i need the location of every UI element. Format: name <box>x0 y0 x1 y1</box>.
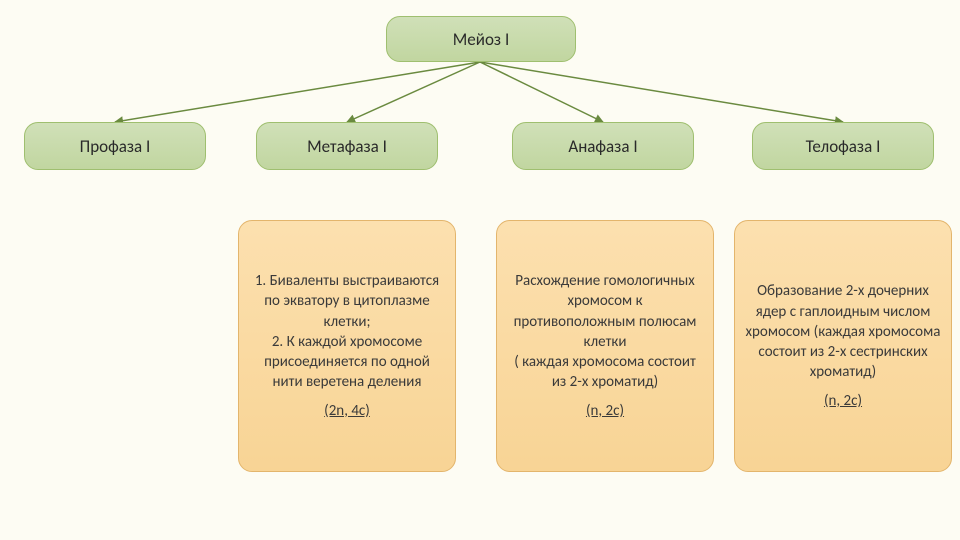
connector-line <box>480 62 843 122</box>
formula-label: (n, 2c) <box>824 391 862 411</box>
root-label: Мейоз I <box>453 29 509 50</box>
phase-node: Анафаза I <box>512 122 694 170</box>
formula-label: (2n, 4c) <box>324 401 370 421</box>
formula-label: (n, 2c) <box>586 401 624 421</box>
description-node: 1. Биваленты выстраиваются по экватору в… <box>238 220 456 472</box>
connector-line <box>115 62 480 122</box>
description-text: Расхождение гомологичных хромосом к прот… <box>507 271 703 393</box>
description-node: Расхождение гомологичных хромосом к прот… <box>496 220 714 472</box>
phase-label: Метафаза I <box>307 136 387 157</box>
connector-line <box>480 62 603 122</box>
phase-node: Телофаза I <box>752 122 934 170</box>
description-node: Образование 2-х дочерних ядер с гаплоидн… <box>734 220 952 472</box>
connector-line <box>347 62 480 122</box>
phase-label: Анафаза I <box>568 136 637 157</box>
phase-node: Профаза I <box>24 122 206 170</box>
phase-label: Телофаза I <box>806 136 881 157</box>
description-text: 1. Биваленты выстраиваются по экватору в… <box>249 271 445 393</box>
phase-node: Метафаза I <box>256 122 438 170</box>
root-node: Мейоз I <box>386 16 576 62</box>
description-text: Образование 2-х дочерних ядер с гаплоидн… <box>745 281 941 382</box>
phase-label: Профаза I <box>80 136 151 157</box>
